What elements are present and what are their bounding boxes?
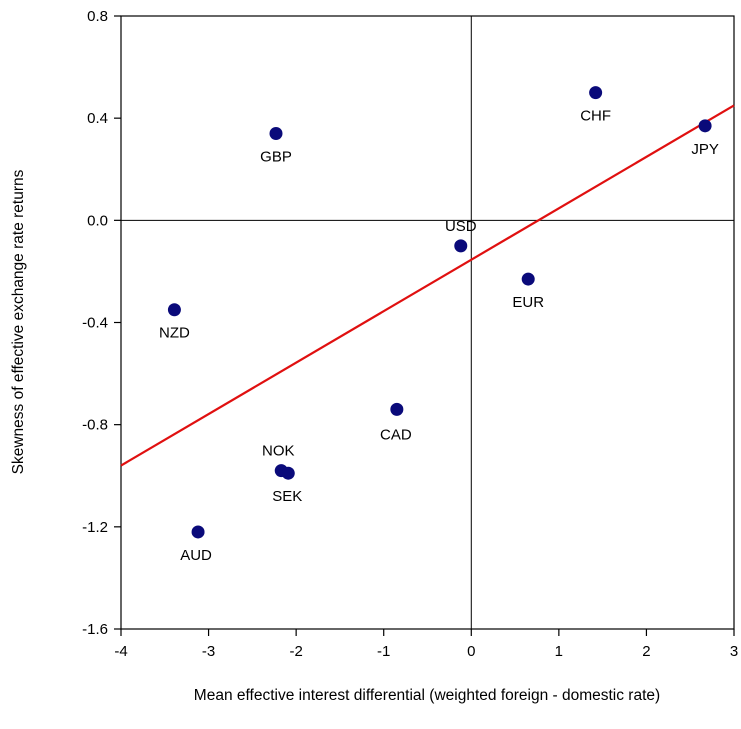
y-tick-label: -0.4 (82, 315, 108, 332)
data-label-sek: SEK (272, 488, 302, 505)
data-label-cad: CAD (380, 426, 412, 443)
data-layer: CHF JPY GBP USD EUR NZD CAD NOK SEK AUD (120, 16, 735, 629)
data-label-usd: USD (445, 218, 477, 235)
y-tick-label: -0.8 (82, 417, 108, 434)
data-point-jpy (698, 119, 712, 133)
data-point-aud (191, 525, 205, 539)
data-point-chf (589, 86, 603, 100)
x-tick-label: 1 (555, 643, 563, 660)
x-tick-label: -2 (289, 643, 302, 660)
data-label-nok: NOK (262, 443, 295, 460)
data-label-aud: AUD (180, 547, 212, 564)
data-point-eur (521, 272, 535, 286)
data-point-sek (281, 466, 295, 480)
data-point-usd (454, 239, 468, 253)
y-tick-label: -1.2 (82, 519, 108, 536)
y-tick-label: 0.0 (87, 212, 108, 229)
x-tick-label: -1 (377, 643, 390, 660)
y-tick-label: 0.4 (87, 110, 108, 127)
x-tick-label: 3 (730, 643, 738, 660)
y-tick-label: 0.8 (87, 8, 108, 25)
x-tick-label: -3 (202, 643, 215, 660)
y-tick-label: -1.6 (82, 621, 108, 638)
data-label-eur: EUR (512, 294, 544, 311)
y-axis-title: Skewness of effective exchange rate retu… (10, 169, 27, 474)
data-point-cad (390, 402, 404, 416)
x-tick-label: -4 (114, 643, 127, 660)
x-tick-label: 2 (642, 643, 650, 660)
data-point-gbp (269, 126, 283, 140)
x-axis-title: Mean effective interest differential (we… (194, 687, 660, 704)
plot-frame (120, 15, 735, 630)
axes-layer: -4 -3 -2 -1 0 1 2 3 -1.6 -1.2 -0.8 -0.4 0.0 0.4 0.8 (82, 8, 738, 660)
data-label-jpy: JPY (691, 141, 719, 158)
data-label-nzd: NZD (159, 325, 190, 342)
regression-line (120, 104, 735, 467)
data-label-chf: CHF (580, 108, 611, 125)
x-tick-label: 0 (467, 643, 475, 660)
data-label-gbp: GBP (260, 148, 292, 165)
data-point-nzd (167, 303, 181, 317)
